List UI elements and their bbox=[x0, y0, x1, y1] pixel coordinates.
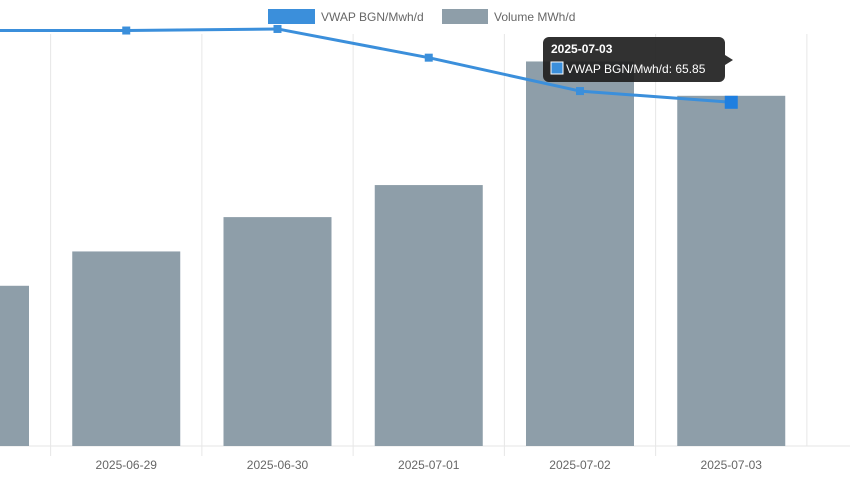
x-tick-label: 2025-07-03 bbox=[701, 458, 763, 472]
vwap-point[interactable] bbox=[424, 53, 433, 62]
volume-bar-2025-07-01[interactable] bbox=[374, 185, 483, 447]
legend[interactable]: VWAP BGN/Mwh/d Volume MWh/d bbox=[268, 9, 575, 24]
tooltip-title: 2025-07-03 bbox=[551, 42, 613, 56]
tooltip-caret bbox=[725, 55, 733, 65]
x-axis-ticks: 82025-06-292025-06-302025-07-012025-07-0… bbox=[50, 446, 763, 472]
volume-bar-2025-06-29[interactable] bbox=[72, 251, 181, 446]
legend-swatch-vwap bbox=[268, 9, 315, 24]
x-tick-label: 2025-06-29 bbox=[96, 458, 158, 472]
legend-label-volume: Volume MWh/d bbox=[494, 10, 575, 24]
legend-label-vwap: VWAP BGN/Mwh/d bbox=[321, 10, 424, 24]
volume-bar-2025-07-02[interactable] bbox=[526, 61, 634, 446]
volume-bar-2025-06-28[interactable] bbox=[0, 285, 29, 446]
x-tick-label: 2025-06-30 bbox=[247, 458, 309, 472]
vwap-point[interactable] bbox=[724, 95, 738, 109]
volume-bars bbox=[0, 61, 786, 447]
volume-bar-2025-06-30[interactable] bbox=[223, 217, 332, 446]
vwap-line bbox=[0, 27, 733, 104]
tooltip-box bbox=[543, 37, 725, 82]
volume-bar-2025-07-03[interactable] bbox=[677, 95, 786, 447]
vwap-point[interactable] bbox=[273, 24, 282, 33]
x-tick-label: 2025-07-02 bbox=[549, 458, 611, 472]
x-tick-label: 2025-07-01 bbox=[398, 458, 460, 472]
legend-item-vwap[interactable]: VWAP BGN/Mwh/d bbox=[268, 9, 424, 24]
legend-item-volume[interactable]: Volume MWh/d bbox=[442, 9, 575, 24]
tooltip: 2025-07-03 VWAP BGN/Mwh/d: 65.85 bbox=[543, 37, 733, 82]
vwap-line-layer bbox=[0, 24, 738, 109]
tooltip-label: VWAP BGN/Mwh/d: 65.85 bbox=[566, 62, 706, 76]
legend-swatch-volume bbox=[442, 9, 488, 24]
tooltip-series-swatch bbox=[550, 61, 564, 75]
vwap-point[interactable] bbox=[576, 87, 584, 96]
vwap-point[interactable] bbox=[122, 26, 131, 35]
